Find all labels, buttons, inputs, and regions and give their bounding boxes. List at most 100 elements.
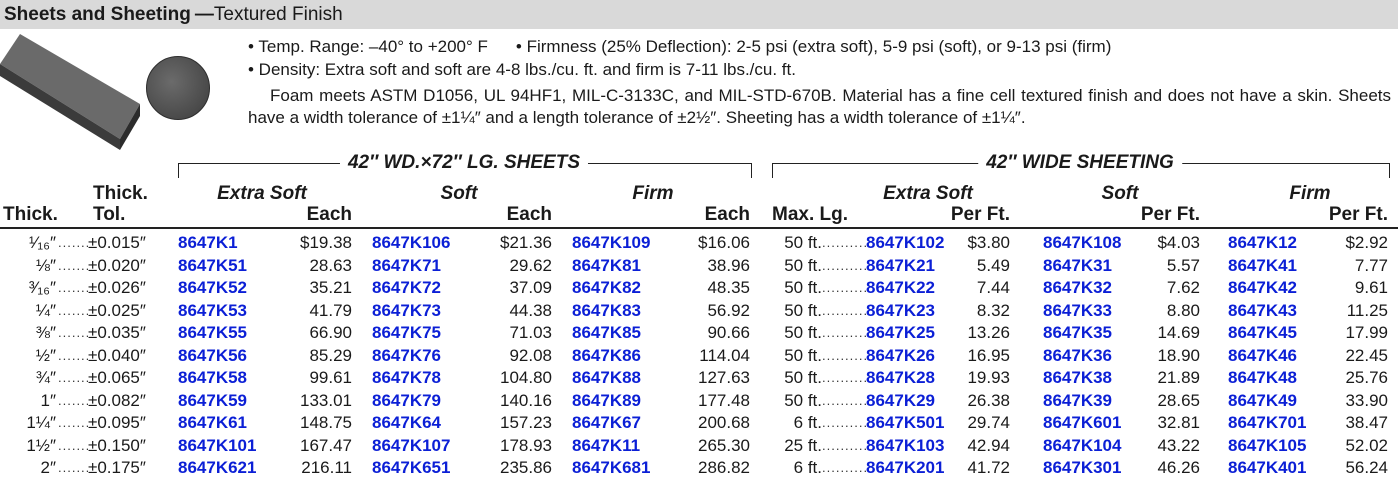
header-thick-tol-line2: Tol. bbox=[93, 204, 126, 225]
cell-sheeting-firm-part[interactable]: 8647K105 bbox=[1228, 435, 1307, 455]
cell-soft-part[interactable]: 8647K107 bbox=[372, 435, 451, 455]
cell-sheeting-soft-part[interactable]: 8647K31 bbox=[1043, 255, 1113, 275]
cell-sheeting-firm-part[interactable]: 8647K45 bbox=[1228, 323, 1298, 342]
cell-sheeting-soft-price: 14.69 bbox=[1157, 323, 1200, 342]
cell-sheeting-extra-soft-price: 13.26 bbox=[967, 323, 1010, 342]
cell-sheeting-firm-part[interactable]: 8647K42 bbox=[1228, 278, 1298, 297]
cell-firm-part[interactable]: 8647K681 bbox=[572, 458, 651, 477]
cell-extra-soft-part[interactable]: 8647K56 bbox=[178, 345, 248, 365]
cell-sheeting-extra-soft-part[interactable]: 8647K25 bbox=[866, 323, 936, 342]
table-row: ........................................… bbox=[0, 300, 1398, 323]
cell-sheeting-extra-soft-part[interactable]: 8647K28 bbox=[866, 368, 936, 387]
cell-sheeting-soft-part[interactable]: 8647K38 bbox=[1043, 368, 1113, 387]
table-row: ........................................… bbox=[0, 345, 1398, 368]
dot-leader: .............................. bbox=[58, 370, 88, 385]
cell-extra-soft-price: 66.90 bbox=[309, 323, 352, 342]
cell-extra-soft-price: 167.47 bbox=[300, 435, 352, 455]
cell-extra-soft-part[interactable]: 8647K55 bbox=[178, 323, 248, 342]
dot-leader: .............................. bbox=[822, 370, 866, 385]
cell-sheeting-soft-part[interactable]: 8647K32 bbox=[1043, 278, 1113, 297]
cell-sheeting-soft-part[interactable]: 8647K39 bbox=[1043, 390, 1113, 410]
cell-firm-part[interactable]: 8647K85 bbox=[572, 323, 642, 342]
cell-sheeting-extra-soft-part[interactable]: 8647K103 bbox=[866, 435, 945, 455]
cell-sheeting-firm-part[interactable]: 8647K41 bbox=[1228, 255, 1298, 275]
cell-firm-part[interactable]: 8647K89 bbox=[572, 390, 642, 410]
cell-soft-part[interactable]: 8647K76 bbox=[372, 345, 442, 365]
cell-sheeting-extra-soft-part[interactable]: 8647K201 bbox=[866, 458, 945, 477]
cell-sheeting-extra-soft-price: 42.94 bbox=[967, 435, 1010, 455]
cell-soft-part[interactable]: 8647K651 bbox=[372, 458, 451, 477]
cell-extra-soft-part[interactable]: 8647K51 bbox=[178, 255, 248, 275]
cell-soft-part[interactable]: 8647K79 bbox=[372, 390, 442, 410]
cell-firm-part[interactable]: 8647K83 bbox=[572, 300, 642, 320]
cell-thick: ½″ bbox=[35, 345, 56, 365]
cell-soft-part[interactable]: 8647K75 bbox=[372, 323, 442, 342]
cell-sheeting-extra-soft-price: 19.93 bbox=[967, 368, 1010, 387]
cell-soft-part[interactable]: 8647K106 bbox=[372, 233, 451, 252]
cell-firm-price: 265.30 bbox=[698, 435, 750, 455]
dot-leader: .............................. bbox=[822, 325, 866, 340]
cell-sheeting-firm-part[interactable]: 8647K43 bbox=[1228, 300, 1298, 320]
cell-max-length: 50 ft. bbox=[784, 255, 822, 275]
cell-sheeting-soft-part[interactable]: 8647K33 bbox=[1043, 300, 1113, 320]
section-title: Sheets and Sheeting bbox=[4, 4, 191, 25]
cell-soft-price: 140.16 bbox=[500, 390, 552, 410]
cell-max-length: 50 ft. bbox=[784, 368, 822, 387]
cell-thick: 1″ bbox=[40, 390, 56, 410]
cell-sheeting-extra-soft-part[interactable]: 8647K22 bbox=[866, 278, 936, 297]
cell-extra-soft-part[interactable]: 8647K1 bbox=[178, 233, 238, 252]
cell-firm-part[interactable]: 8647K11 bbox=[572, 435, 641, 455]
cell-sheeting-firm-part[interactable]: 8647K401 bbox=[1228, 458, 1307, 477]
cell-sheeting-soft-part[interactable]: 8647K36 bbox=[1043, 345, 1113, 365]
cell-firm-part[interactable]: 8647K67 bbox=[572, 413, 642, 432]
cell-extra-soft-part[interactable]: 8647K61 bbox=[178, 413, 248, 432]
cell-sheeting-soft-part[interactable]: 8647K301 bbox=[1043, 458, 1122, 477]
cell-extra-soft-part[interactable]: 8647K53 bbox=[178, 300, 248, 320]
cell-sheeting-extra-soft-part[interactable]: 8647K501 bbox=[866, 413, 945, 432]
cell-firm-part[interactable]: 8647K86 bbox=[572, 345, 642, 365]
cell-extra-soft-price: 133.01 bbox=[300, 390, 352, 410]
cell-sheeting-firm-part[interactable]: 8647K48 bbox=[1228, 368, 1298, 387]
cell-firm-price: 38.96 bbox=[707, 255, 750, 275]
cell-sheeting-soft-part[interactable]: 8647K104 bbox=[1043, 435, 1122, 455]
cell-firm-price: 56.92 bbox=[707, 300, 750, 320]
cell-sheeting-soft-part[interactable]: 8647K35 bbox=[1043, 323, 1113, 342]
cell-firm-part[interactable]: 8647K109 bbox=[572, 233, 651, 252]
table-row: ........................................… bbox=[0, 232, 1398, 255]
cell-sheeting-soft-part[interactable]: 8647K601 bbox=[1043, 413, 1122, 432]
cell-extra-soft-part[interactable]: 8647K58 bbox=[178, 368, 248, 387]
cell-extra-soft-part[interactable]: 8647K621 bbox=[178, 458, 257, 477]
cell-sheeting-firm-part[interactable]: 8647K49 bbox=[1228, 390, 1298, 410]
pricing-table-body: ........................................… bbox=[0, 232, 1398, 480]
cell-thick-tol: ±0.150″ bbox=[88, 435, 146, 455]
header-each-es: Each bbox=[306, 204, 352, 225]
cell-soft-part[interactable]: 8647K71 bbox=[372, 255, 442, 275]
cell-sheeting-extra-soft-part[interactable]: 8647K21 bbox=[866, 255, 936, 275]
cell-soft-part[interactable]: 8647K78 bbox=[372, 368, 442, 387]
header-sheeting-extra-soft: Extra Soft bbox=[883, 183, 973, 204]
cell-thick-tol: ±0.065″ bbox=[88, 368, 146, 387]
cell-sheeting-extra-soft-price: 41.72 bbox=[967, 458, 1010, 477]
cell-firm-part[interactable]: 8647K81 bbox=[572, 255, 642, 275]
cell-sheeting-firm-part[interactable]: 8647K12 bbox=[1228, 233, 1298, 252]
cell-sheeting-extra-soft-part[interactable]: 8647K23 bbox=[866, 300, 936, 320]
cell-soft-part[interactable]: 8647K73 bbox=[372, 300, 442, 320]
cell-soft-price: 71.03 bbox=[509, 323, 552, 342]
cell-sheeting-firm-part[interactable]: 8647K701 bbox=[1228, 413, 1307, 432]
cell-soft-part[interactable]: 8647K64 bbox=[372, 413, 442, 432]
cell-firm-part[interactable]: 8647K82 bbox=[572, 278, 642, 297]
cell-sheeting-extra-soft-part[interactable]: 8647K26 bbox=[866, 345, 936, 365]
sheeting-group-title: 42″ WIDE SHEETING bbox=[978, 152, 1182, 174]
cell-sheeting-firm-part[interactable]: 8647K46 bbox=[1228, 345, 1298, 365]
cell-thick: ¾″ bbox=[35, 368, 56, 387]
cell-extra-soft-price: 85.29 bbox=[309, 345, 352, 365]
cell-sheeting-extra-soft-part[interactable]: 8647K102 bbox=[866, 233, 945, 252]
cell-firm-part[interactable]: 8647K88 bbox=[572, 368, 642, 387]
cell-extra-soft-part[interactable]: 8647K59 bbox=[178, 390, 248, 410]
cell-extra-soft-part[interactable]: 8647K52 bbox=[178, 278, 248, 297]
cell-soft-part[interactable]: 8647K72 bbox=[372, 278, 442, 297]
cell-sheeting-soft-part[interactable]: 8647K108 bbox=[1043, 233, 1122, 252]
cell-extra-soft-part[interactable]: 8647K101 bbox=[178, 435, 257, 455]
cell-sheeting-extra-soft-part[interactable]: 8647K29 bbox=[866, 390, 936, 410]
cell-sheeting-firm-price: $2.92 bbox=[1345, 233, 1388, 252]
